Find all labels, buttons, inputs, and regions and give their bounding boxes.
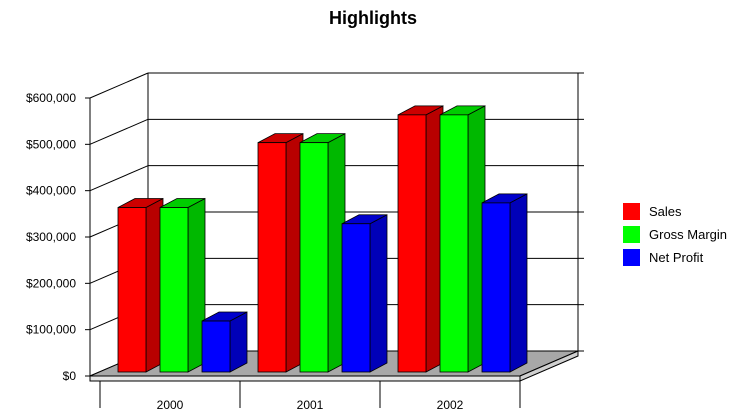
chart-legend: Sales Gross Margin Net Profit: [623, 200, 727, 269]
legend-label: Gross Margin: [649, 227, 728, 242]
y-tick-label: $200,000: [26, 276, 76, 290]
gridline-side: [89, 118, 149, 145]
x-tick-label: 2001: [297, 398, 324, 411]
floor-side-edge: [519, 350, 579, 382]
bar-net-profit-2001: [341, 214, 388, 373]
legend-label: Net Profit: [649, 250, 704, 265]
y-tick-label: $400,000: [26, 184, 76, 198]
y-tick-label: $100,000: [26, 323, 76, 337]
bar-net-profit-2000: [201, 311, 248, 373]
legend-item: Net Profit: [623, 246, 727, 269]
legend-item: Sales: [623, 200, 727, 223]
gridline-side: [89, 165, 149, 192]
floor-front-edge: [89, 375, 521, 382]
y-tick-label: $300,000: [26, 230, 76, 244]
legend-item: Gross Margin: [623, 223, 727, 246]
bar-sales-2000: [117, 197, 164, 373]
gridline-side: [89, 72, 149, 99]
bar-net-profit-2002: [481, 193, 528, 373]
x-tick-label: 2000: [157, 398, 184, 411]
legend-label: Sales: [649, 204, 682, 219]
legend-swatch: [623, 249, 640, 266]
bar-gross-margin-2001: [299, 132, 346, 373]
legend-swatch: [623, 226, 640, 243]
x-tick-label: 2002: [437, 398, 464, 411]
bar-gross-margin-2000: [159, 197, 206, 373]
legend-swatch: [623, 203, 640, 220]
y-tick-label: $0: [63, 369, 77, 383]
bar-sales-2002: [397, 105, 444, 373]
bar-gross-margin-2002: [439, 105, 486, 373]
chart-title: Highlights: [329, 8, 417, 28]
y-tick-label: $600,000: [26, 91, 76, 105]
y-tick-label: $500,000: [26, 137, 76, 151]
bar-sales-2001: [257, 132, 304, 373]
